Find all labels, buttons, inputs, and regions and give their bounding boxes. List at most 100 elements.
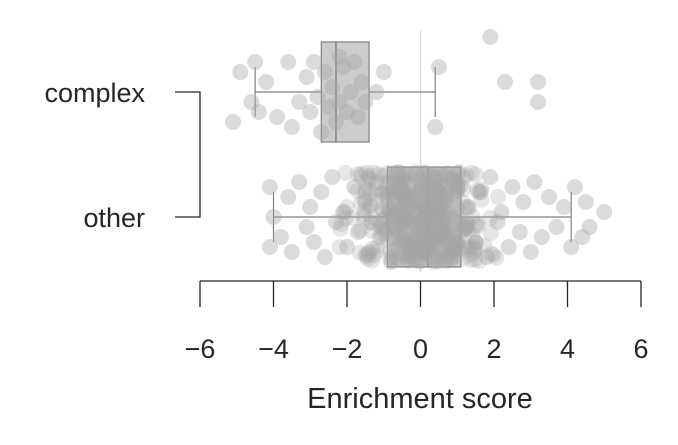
point-other xyxy=(445,242,462,259)
point-other xyxy=(401,214,418,231)
point-other xyxy=(389,251,406,268)
point-other xyxy=(409,227,426,244)
point-other xyxy=(408,229,425,246)
point-other xyxy=(360,168,377,185)
point-other xyxy=(393,246,410,263)
point-other xyxy=(461,239,478,256)
point-other xyxy=(414,212,431,229)
point-other xyxy=(404,237,421,254)
point-other xyxy=(424,231,441,248)
point-other xyxy=(427,209,444,226)
point-other xyxy=(358,164,375,181)
point-complex xyxy=(368,84,385,100)
point-other xyxy=(471,184,488,200)
point-other xyxy=(305,234,322,250)
point-other xyxy=(438,192,455,209)
point-other xyxy=(427,231,444,248)
point-other xyxy=(368,174,385,190)
box-iqr xyxy=(386,166,462,268)
point-other xyxy=(522,244,539,260)
point-other xyxy=(413,200,430,217)
point-other xyxy=(416,212,433,229)
x-tick-label: −4 xyxy=(258,334,289,364)
point-other xyxy=(302,199,319,215)
point-other xyxy=(445,237,462,254)
point-other xyxy=(419,239,436,256)
point-other xyxy=(378,174,395,191)
point-other xyxy=(467,240,484,257)
point-other xyxy=(400,190,417,207)
point-other xyxy=(450,235,467,252)
point-other xyxy=(394,228,411,245)
point-other xyxy=(464,208,481,225)
point-other xyxy=(402,244,419,261)
point-other xyxy=(316,249,333,265)
point-other xyxy=(421,226,438,243)
point-other xyxy=(445,174,462,191)
point-other xyxy=(458,220,475,237)
point-other xyxy=(430,219,447,236)
point-other xyxy=(428,228,445,245)
point-complex xyxy=(320,99,337,115)
point-other xyxy=(369,238,386,255)
point-other xyxy=(449,177,466,194)
point-other xyxy=(360,251,377,268)
point-other xyxy=(417,246,434,263)
category-axis: complex other xyxy=(44,78,201,233)
point-other xyxy=(383,254,400,270)
point-other xyxy=(409,217,426,234)
point-complex xyxy=(530,94,547,110)
point-other xyxy=(419,188,436,205)
point-other xyxy=(400,246,417,263)
point-other xyxy=(363,252,380,269)
point-other xyxy=(447,248,464,265)
point-other xyxy=(398,185,415,202)
point-other xyxy=(427,176,444,193)
point-complex xyxy=(243,94,260,110)
point-other xyxy=(401,167,418,184)
point-other xyxy=(261,179,278,195)
box-layer xyxy=(254,41,572,268)
point-other xyxy=(379,231,396,248)
point-other xyxy=(361,244,378,260)
point-other xyxy=(433,202,450,219)
point-other xyxy=(391,176,408,193)
point-other xyxy=(384,186,401,203)
point-other xyxy=(458,241,475,258)
point-complex xyxy=(350,109,367,125)
point-other xyxy=(337,210,354,227)
point-other xyxy=(467,251,484,268)
point-other xyxy=(394,187,411,204)
point-other xyxy=(411,181,428,198)
point-complex xyxy=(327,114,344,130)
point-other xyxy=(419,237,436,254)
point-other xyxy=(412,253,429,270)
point-other xyxy=(375,211,392,228)
point-other xyxy=(391,233,408,250)
point-other xyxy=(377,210,394,227)
point-other xyxy=(430,183,447,200)
point-other xyxy=(392,183,409,200)
point-other xyxy=(324,169,341,185)
point-other xyxy=(390,175,407,192)
point-other xyxy=(403,241,420,258)
point-other xyxy=(445,173,462,190)
point-other xyxy=(471,252,488,269)
point-other xyxy=(417,197,434,214)
point-other xyxy=(446,240,463,257)
point-other xyxy=(392,184,409,201)
point-other xyxy=(397,233,414,250)
point-other xyxy=(390,175,407,192)
point-other xyxy=(414,220,431,237)
point-other xyxy=(430,250,447,267)
point-other xyxy=(466,243,483,260)
point-other xyxy=(407,191,424,208)
point-other xyxy=(440,220,457,237)
point-other xyxy=(413,212,430,229)
point-other xyxy=(433,195,450,212)
point-other xyxy=(408,227,425,244)
point-other xyxy=(455,221,472,238)
point-other xyxy=(429,198,446,215)
point-other xyxy=(424,182,441,199)
point-complex xyxy=(309,89,326,105)
